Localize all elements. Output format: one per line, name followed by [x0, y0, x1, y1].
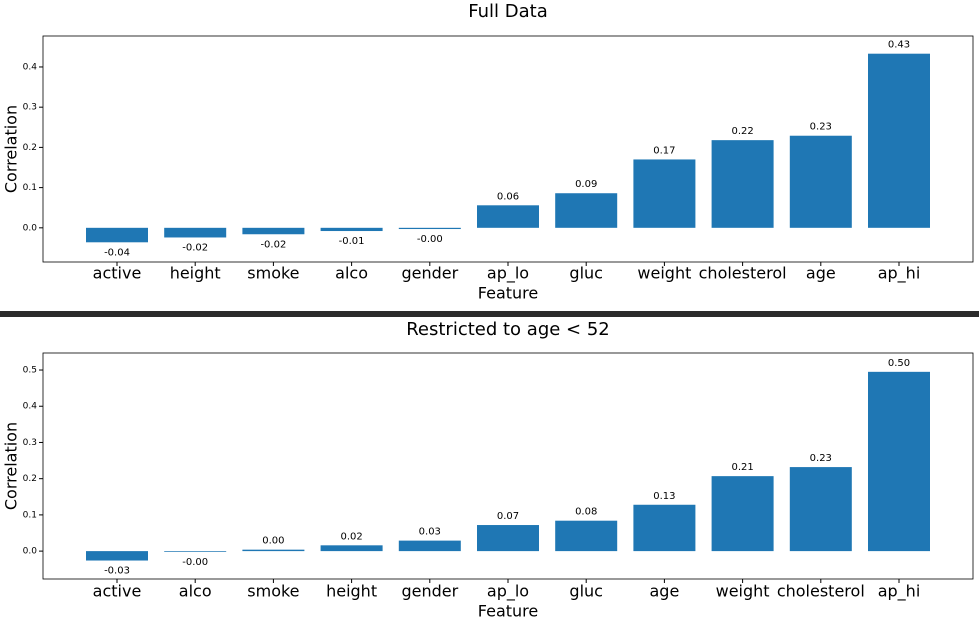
y-tick-label: 0.4 [23, 62, 38, 72]
x-tick-label: ap_hi [878, 582, 921, 602]
x-tick-label: weight [637, 264, 691, 283]
x-axis-title: Feature [478, 602, 538, 621]
value-label: 0.02 [340, 531, 362, 542]
bar [86, 551, 148, 561]
x-tick-label: ap_hi [878, 264, 921, 284]
x-tick-label: gender [401, 264, 458, 283]
value-label: 0.43 [888, 40, 910, 51]
bar [555, 520, 618, 552]
bar [868, 371, 930, 552]
y-axis-title: Correlation [2, 422, 21, 510]
x-tick-label: smoke [247, 582, 299, 601]
bar [398, 227, 461, 230]
y-tick-label: 0.4 [23, 402, 38, 412]
separator [0, 311, 979, 317]
bar [868, 53, 930, 228]
y-tick-label: 0.2 [23, 474, 37, 484]
bar [789, 135, 852, 228]
chart-title: Restricted to age < 52 [406, 319, 610, 340]
x-tick-label: alco [179, 582, 212, 601]
y-tick-label: 0.0 [23, 547, 38, 557]
value-label: 0.00 [262, 536, 284, 547]
bar [477, 205, 539, 228]
value-label: -0.03 [104, 566, 130, 577]
value-label: 0.23 [810, 122, 832, 133]
y-tick-label: 0.2 [23, 143, 37, 153]
x-tick-label: cholesterol [777, 582, 865, 601]
bar [164, 227, 227, 238]
value-label: 0.50 [888, 358, 910, 369]
x-tick-label: age [806, 264, 836, 283]
value-label: 0.13 [653, 491, 675, 502]
value-label: 0.21 [731, 462, 753, 473]
bar [711, 476, 774, 552]
plot-frame [42, 352, 974, 580]
x-tick-label: ap_lo [487, 582, 529, 602]
bar [320, 545, 383, 552]
bar [164, 551, 227, 552]
value-label: 0.07 [497, 511, 519, 522]
value-label: -0.02 [260, 239, 286, 250]
x-axis-title: Feature [478, 284, 538, 303]
value-label: 0.09 [575, 179, 597, 190]
y-tick-label: 0.5 [23, 366, 37, 376]
value-label: 0.17 [653, 145, 675, 156]
bar [477, 525, 539, 552]
y-tick-label: 0.0 [23, 223, 38, 233]
x-tick-label: height [326, 582, 377, 601]
y-axis-title: Correlation [2, 105, 21, 193]
value-label: -0.04 [104, 247, 130, 258]
value-label: 0.03 [419, 527, 441, 538]
chart-title: Full Data [468, 1, 547, 22]
value-label: -0.02 [182, 242, 208, 253]
value-label: 0.22 [731, 126, 753, 137]
bar [398, 540, 461, 552]
bar [320, 227, 383, 232]
y-tick-label: 0.1 [23, 510, 37, 520]
bar [242, 227, 305, 235]
plot-frame [42, 35, 974, 263]
x-tick-label: gluc [569, 264, 603, 283]
y-tick-label: 0.3 [23, 103, 37, 113]
bar [633, 504, 696, 552]
x-tick-label: ap_lo [487, 264, 529, 284]
x-tick-label: alco [335, 264, 368, 283]
x-tick-label: age [649, 582, 679, 601]
bar [633, 159, 696, 228]
value-label: -0.00 [182, 557, 208, 568]
y-tick-label: 0.3 [23, 438, 37, 448]
value-label: 0.06 [497, 191, 519, 202]
x-tick-label: smoke [247, 264, 299, 283]
bar [711, 140, 774, 228]
value-label: 0.23 [810, 453, 832, 464]
x-tick-label: height [170, 264, 221, 283]
x-tick-label: cholesterol [699, 264, 787, 283]
bar [789, 467, 852, 552]
value-label: -0.00 [417, 234, 443, 245]
x-tick-label: active [93, 264, 142, 283]
x-tick-label: gluc [569, 582, 603, 601]
x-tick-label: active [93, 582, 142, 601]
value-label: -0.01 [339, 236, 365, 247]
value-label: 0.08 [575, 507, 597, 518]
bar [242, 549, 305, 552]
bar [555, 193, 618, 228]
bar [86, 227, 148, 243]
x-tick-label: gender [401, 582, 458, 601]
x-tick-label: weight [716, 582, 770, 601]
y-tick-label: 0.1 [23, 183, 37, 193]
